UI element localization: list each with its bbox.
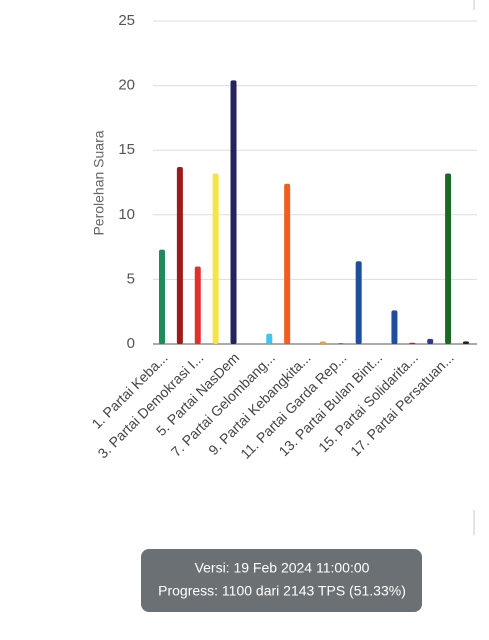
y-tick-label: 5 bbox=[127, 270, 135, 287]
y-tick-label: 10 bbox=[118, 206, 135, 223]
y-tick-label: 25 bbox=[118, 12, 135, 29]
y-axis-title: Perolehan Suara bbox=[91, 130, 107, 235]
progress-text: Progress: 1100 dari 2143 TPS (51.33%) bbox=[158, 583, 406, 599]
bar bbox=[319, 341, 326, 344]
bar bbox=[462, 341, 469, 344]
y-tick-label: 20 bbox=[118, 77, 135, 94]
version-text: Versi: 19 Feb 2024 11:00:00 bbox=[195, 560, 370, 576]
bar bbox=[391, 310, 398, 344]
version-box bbox=[141, 549, 422, 612]
bar bbox=[266, 333, 273, 344]
bar bbox=[337, 343, 344, 344]
bar bbox=[409, 342, 416, 344]
bar bbox=[212, 173, 219, 344]
bar bbox=[284, 183, 291, 344]
y-tick-label: 15 bbox=[118, 141, 135, 158]
bar bbox=[176, 166, 183, 344]
bar bbox=[159, 249, 165, 344]
bar bbox=[194, 266, 201, 344]
y-tick-label: 0 bbox=[127, 335, 135, 352]
bar bbox=[230, 80, 237, 344]
bar bbox=[445, 173, 452, 344]
bar bbox=[355, 261, 362, 344]
bar bbox=[427, 338, 434, 344]
